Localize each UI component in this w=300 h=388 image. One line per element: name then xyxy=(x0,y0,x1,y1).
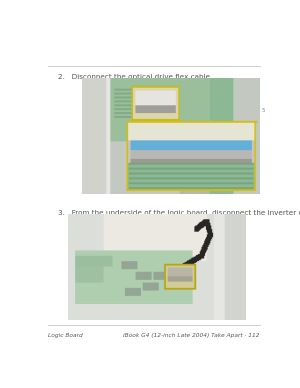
Text: iBook G4 (12-inch Late 2004) Take Apart · 112: iBook G4 (12-inch Late 2004) Take Apart … xyxy=(123,333,260,338)
Text: 3.   From the underside of the logic board, disconnect the inverter cable.: 3. From the underside of the logic board… xyxy=(58,210,300,216)
Text: 2.   Disconnect the optical drive flex cable.: 2. Disconnect the optical drive flex cab… xyxy=(58,74,213,80)
Text: 5: 5 xyxy=(262,108,266,113)
Text: Logic Board: Logic Board xyxy=(48,333,83,338)
